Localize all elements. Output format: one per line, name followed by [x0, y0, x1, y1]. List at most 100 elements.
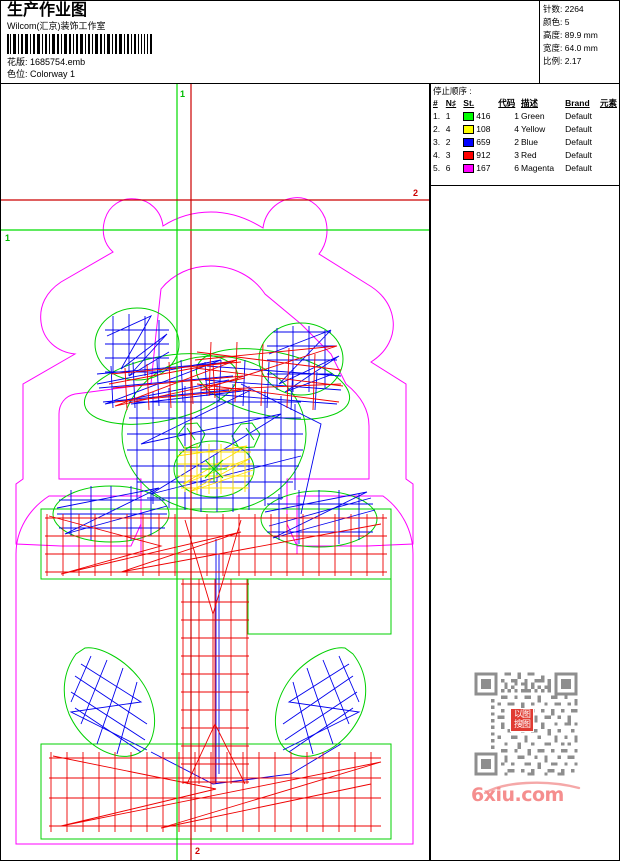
needle-number: 1 — [445, 111, 451, 121]
thread-description: Yellow — [520, 124, 546, 134]
design-file-row: 花版: 1685754.emb — [7, 56, 539, 68]
watermark-brand: 6xiu.com — [471, 780, 581, 806]
barcode-icon — [7, 34, 152, 54]
thread-element — [600, 149, 619, 162]
stitch-count: 659 — [476, 137, 491, 147]
horizontal-green-guide-label: 1 — [5, 233, 10, 243]
thread-code: 4 — [514, 124, 519, 134]
document-header: 生产作业图 Wilcom(汇京)装饰工作室 — [1, 1, 539, 84]
thread-code: 1 — [514, 111, 519, 121]
thread-brand: Default — [565, 137, 593, 147]
design-preview-canvas[interactable]: 1 2 1 2 — [1, 84, 430, 860]
vertical-red-guide-label: 2 — [195, 846, 200, 856]
color-swatch[interactable] — [463, 164, 475, 173]
width-value: 64.0 mm — [564, 43, 598, 53]
stitch-cell: 167 — [463, 162, 498, 175]
stitch-count: 167 — [476, 163, 491, 173]
col-element: 元素 — [599, 98, 617, 108]
col-needle: N♯ — [445, 98, 457, 108]
qr-code-icon[interactable] — [471, 669, 581, 779]
stitch-count-label: 针数: — [543, 4, 563, 14]
needle-number: 6 — [445, 163, 451, 173]
scale-value: 2.17 — [564, 56, 582, 66]
stitch-count: 108 — [476, 124, 491, 134]
table-header-row: # N♯ St. 代码 描述 Brand 元素 — [433, 97, 619, 110]
thread-brand: Default — [565, 150, 593, 160]
needle-number: 4 — [445, 124, 451, 134]
red-stitch-layer — [45, 341, 387, 832]
stitch-count: 912 — [476, 150, 491, 160]
guide-lines-layer — [1, 84, 429, 860]
thread-code: 2 — [514, 137, 519, 147]
stitch-drawing: 1 2 1 2 — [1, 84, 429, 860]
colorway-value: Colorway 1 — [30, 69, 76, 79]
table-row[interactable]: 3. 2 659 2 Blue Default — [433, 136, 619, 149]
stop-sequence-panel: 停止顺序 : # N♯ St. 代码 描述 Brand 元素 1. 1 416 1 Gr… — [430, 84, 619, 186]
needle-number: 3 — [445, 150, 451, 160]
height-value: 89.9 mm — [564, 30, 598, 40]
color-count-value: 5 — [564, 17, 570, 27]
color-swatch[interactable] — [463, 125, 475, 134]
color-swatch[interactable] — [463, 112, 475, 121]
thread-brand: Default — [565, 111, 593, 121]
col-stitches: St. — [463, 98, 475, 108]
vertical-green-guide-label: 1 — [180, 89, 185, 99]
table-row[interactable]: 4. 3 912 3 Red Default — [433, 149, 619, 162]
scale-row: 比例: 2.17 — [543, 55, 619, 68]
col-description: 描述 — [520, 98, 538, 108]
swoosh-icon — [483, 781, 581, 795]
height-row: 高度: 89.9 mm — [543, 29, 619, 42]
col-code: 代码 — [498, 98, 516, 108]
thread-code: 3 — [514, 150, 519, 160]
magenta-outline-layer — [15, 197, 414, 845]
thread-description: Magenta — [520, 163, 555, 173]
colorway-label: 色位: — [7, 69, 28, 79]
thread-element — [600, 110, 619, 123]
qr-watermark-block[interactable]: 以图搜图 6xiu.com — [471, 669, 581, 806]
row-index: 2. — [433, 124, 441, 134]
watermark-text: 6xiu.com — [471, 784, 564, 806]
stop-sequence-caption: 停止顺序 : — [433, 86, 472, 96]
stitch-cell: 108 — [463, 123, 498, 136]
colorway-row: 色位: Colorway 1 — [7, 68, 539, 80]
row-index: 1. — [433, 111, 441, 121]
col-index: # — [433, 98, 438, 108]
row-index: 4. — [433, 150, 441, 160]
color-swatch[interactable] — [463, 151, 475, 160]
thread-brand: Default — [565, 124, 593, 134]
width-row: 宽度: 64.0 mm — [543, 42, 619, 55]
scale-label: 比例: — [543, 56, 563, 66]
thread-description: Green — [520, 111, 545, 121]
needle-number: 2 — [445, 137, 451, 147]
thread-brand: Default — [565, 163, 593, 173]
stitch-cell: 659 — [463, 136, 498, 149]
width-label: 宽度: — [543, 43, 563, 53]
thread-description: Red — [520, 150, 537, 160]
right-side-panel: 以图搜图 6xiu.com — [430, 186, 619, 860]
thread-code: 6 — [514, 163, 519, 173]
thread-description: Blue — [520, 137, 538, 147]
table-row[interactable]: 1. 1 416 1 Green Default — [433, 110, 619, 123]
height-label: 高度: — [543, 30, 563, 40]
table-row[interactable]: 5. 6 167 6 Magenta Default — [433, 162, 619, 175]
stitch-cell: 912 — [463, 149, 498, 162]
stitch-count-value: 2264 — [564, 4, 584, 14]
design-file-value: 1685754.emb — [30, 57, 86, 67]
color-count-label: 颜色: — [543, 17, 563, 27]
page-title: 生产作业图 — [7, 2, 88, 19]
studio-name: Wilcom(汇京)装饰工作室 — [7, 21, 106, 31]
stitch-cell: 416 — [463, 110, 498, 123]
color-count-row: 颜色: 5 — [543, 16, 619, 29]
row-index: 3. — [433, 137, 441, 147]
thread-element — [600, 123, 619, 136]
thread-element — [600, 162, 619, 175]
horizontal-red-guide-label: 2 — [413, 188, 418, 198]
stitch-count: 416 — [476, 111, 491, 121]
thread-element — [600, 136, 619, 149]
color-sequence-table: # N♯ St. 代码 描述 Brand 元素 1. 1 416 1 Green Defa… — [433, 97, 619, 175]
design-info-box: 针数: 2264 颜色: 5 高度: 89.9 mm 宽度: 64.0 mm 比… — [539, 1, 619, 84]
row-index: 5. — [433, 163, 441, 173]
color-swatch[interactable] — [463, 138, 475, 147]
table-row[interactable]: 2. 4 108 4 Yellow Default — [433, 123, 619, 136]
